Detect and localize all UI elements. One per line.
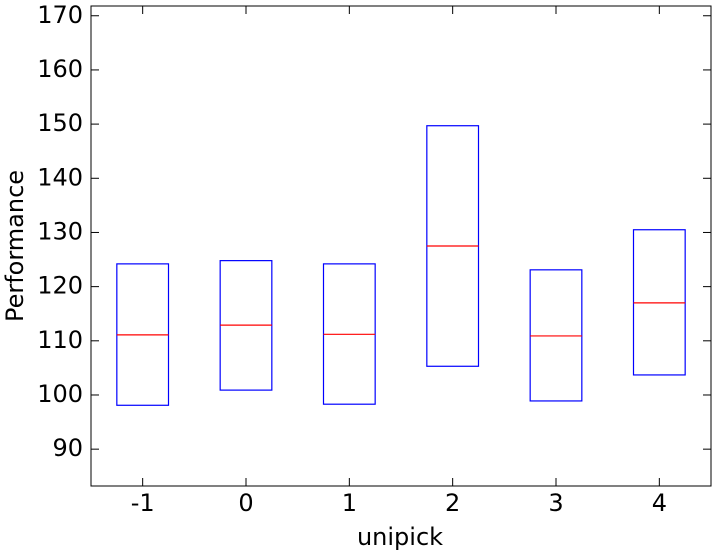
- x-axis-label: unipick: [357, 523, 443, 551]
- x-tick-label: -1: [131, 489, 155, 517]
- x-tick-label: 2: [445, 489, 460, 517]
- plot-frame: [90, 5, 712, 487]
- x-tick-label: 1: [342, 489, 357, 517]
- x-tick-label: 0: [238, 489, 253, 517]
- y-tick-label: 100: [37, 380, 83, 408]
- y-tick-label: 160: [37, 55, 83, 83]
- y-tick-label: 140: [37, 163, 83, 191]
- y-axis-label: Performance: [1, 170, 29, 322]
- y-tick-label: 130: [37, 217, 83, 245]
- y-tick-label: 150: [37, 109, 83, 137]
- y-tick-label: 120: [37, 272, 83, 300]
- y-tick-label: 170: [37, 1, 83, 29]
- y-tick-label: 110: [37, 326, 83, 354]
- x-tick-label: 3: [548, 489, 563, 517]
- x-tick-label: 4: [652, 489, 667, 517]
- y-tick-label: 90: [52, 434, 83, 462]
